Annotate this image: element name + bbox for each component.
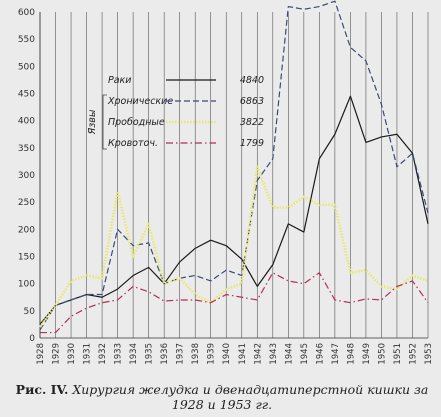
x-tick-label-1943: 1943	[269, 343, 279, 365]
y-tick-label-450: 450	[18, 90, 35, 100]
y-tick-label-50: 50	[24, 307, 36, 317]
x-tick-label-1942: 1942	[253, 343, 263, 365]
x-tick-label-1953: 1953	[424, 343, 434, 365]
x-tick-label-1949: 1949	[362, 343, 372, 365]
legend-total-1: 6863	[240, 96, 264, 107]
legend-label-2: Прободные	[108, 117, 165, 128]
series-line-2	[38, 165, 429, 328]
y-tick-label-100: 100	[18, 280, 35, 290]
x-tick-label-1948: 1948	[346, 343, 356, 365]
chart-area: 0 50 100 150 200 250 300 350 400 450 500 550 600 1928…	[18, 0, 434, 365]
caption-text: Хирургия желудка и двенадцатиперстной ки…	[72, 382, 429, 412]
y-tick-label-500: 500	[18, 62, 35, 72]
x-tick-label-1932: 1932	[98, 343, 108, 365]
x-tick-label-1935: 1935	[145, 343, 155, 365]
series-line-0	[39, 95, 429, 325]
y-tick-label-150: 150	[18, 253, 35, 263]
x-tick-label-1931: 1931	[83, 343, 93, 365]
x-tick-label-1950: 1950	[377, 343, 387, 365]
x-tick-label-1952: 1952	[408, 343, 418, 365]
x-tick-label-1945: 1945	[300, 343, 310, 365]
legend-total-0: 4840	[240, 75, 264, 86]
x-tick-label-1933: 1933	[114, 343, 124, 365]
legend-group-label: Язвы	[87, 109, 98, 135]
x-tick-label-1940: 1940	[222, 343, 232, 365]
x-tick-label-1951: 1951	[393, 343, 403, 365]
x-tick-label-1936: 1936	[160, 343, 170, 365]
line-chart: 0 50 100 150 200 250 300 350 400 450 500 550 600 1928…	[18, 0, 434, 365]
legend-total-3: 1799	[240, 138, 264, 149]
y-tick-label-400: 400	[18, 117, 35, 127]
x-tick-label-1944: 1944	[284, 343, 294, 365]
y-tick-label-0: 0	[29, 334, 35, 344]
series-line-1	[39, 0, 429, 331]
y-tick-label-600: 600	[18, 8, 35, 18]
x-tick-label-1934: 1934	[129, 343, 139, 365]
x-tick-label-1941: 1941	[238, 343, 248, 365]
caption-label: Рис. IV.	[15, 382, 69, 397]
y-tick-label-250: 250	[18, 198, 35, 208]
legend-total-2: 3822	[240, 117, 264, 128]
legend-label-0: Раки	[108, 75, 131, 86]
y-tick-label-300: 300	[18, 171, 35, 181]
legend-bracket	[102, 94, 107, 150]
series-line-3	[40, 272, 429, 334]
legend-label-1: Хронические	[107, 96, 173, 107]
x-tick-label-1947: 1947	[331, 343, 341, 365]
x-tick-label-1939: 1939	[207, 343, 217, 365]
y-tick-label-200: 200	[18, 225, 35, 235]
x-tick-label-1928: 1928	[36, 343, 46, 365]
x-tick-label-1937: 1937	[176, 343, 186, 365]
y-tick-label-550: 550	[18, 35, 35, 45]
x-tick-label-1930: 1930	[67, 343, 77, 365]
x-tick-label-1929: 1929	[52, 343, 62, 365]
x-tick-label-1946: 1946	[315, 343, 325, 365]
legend-label-3: Кровоточ.	[108, 138, 158, 149]
x-tick-label-1938: 1938	[191, 343, 201, 365]
figure-caption: Рис. IV. Хирургия желудка и двенадцатипе…	[8, 382, 436, 412]
y-tick-label-350: 350	[18, 144, 35, 154]
